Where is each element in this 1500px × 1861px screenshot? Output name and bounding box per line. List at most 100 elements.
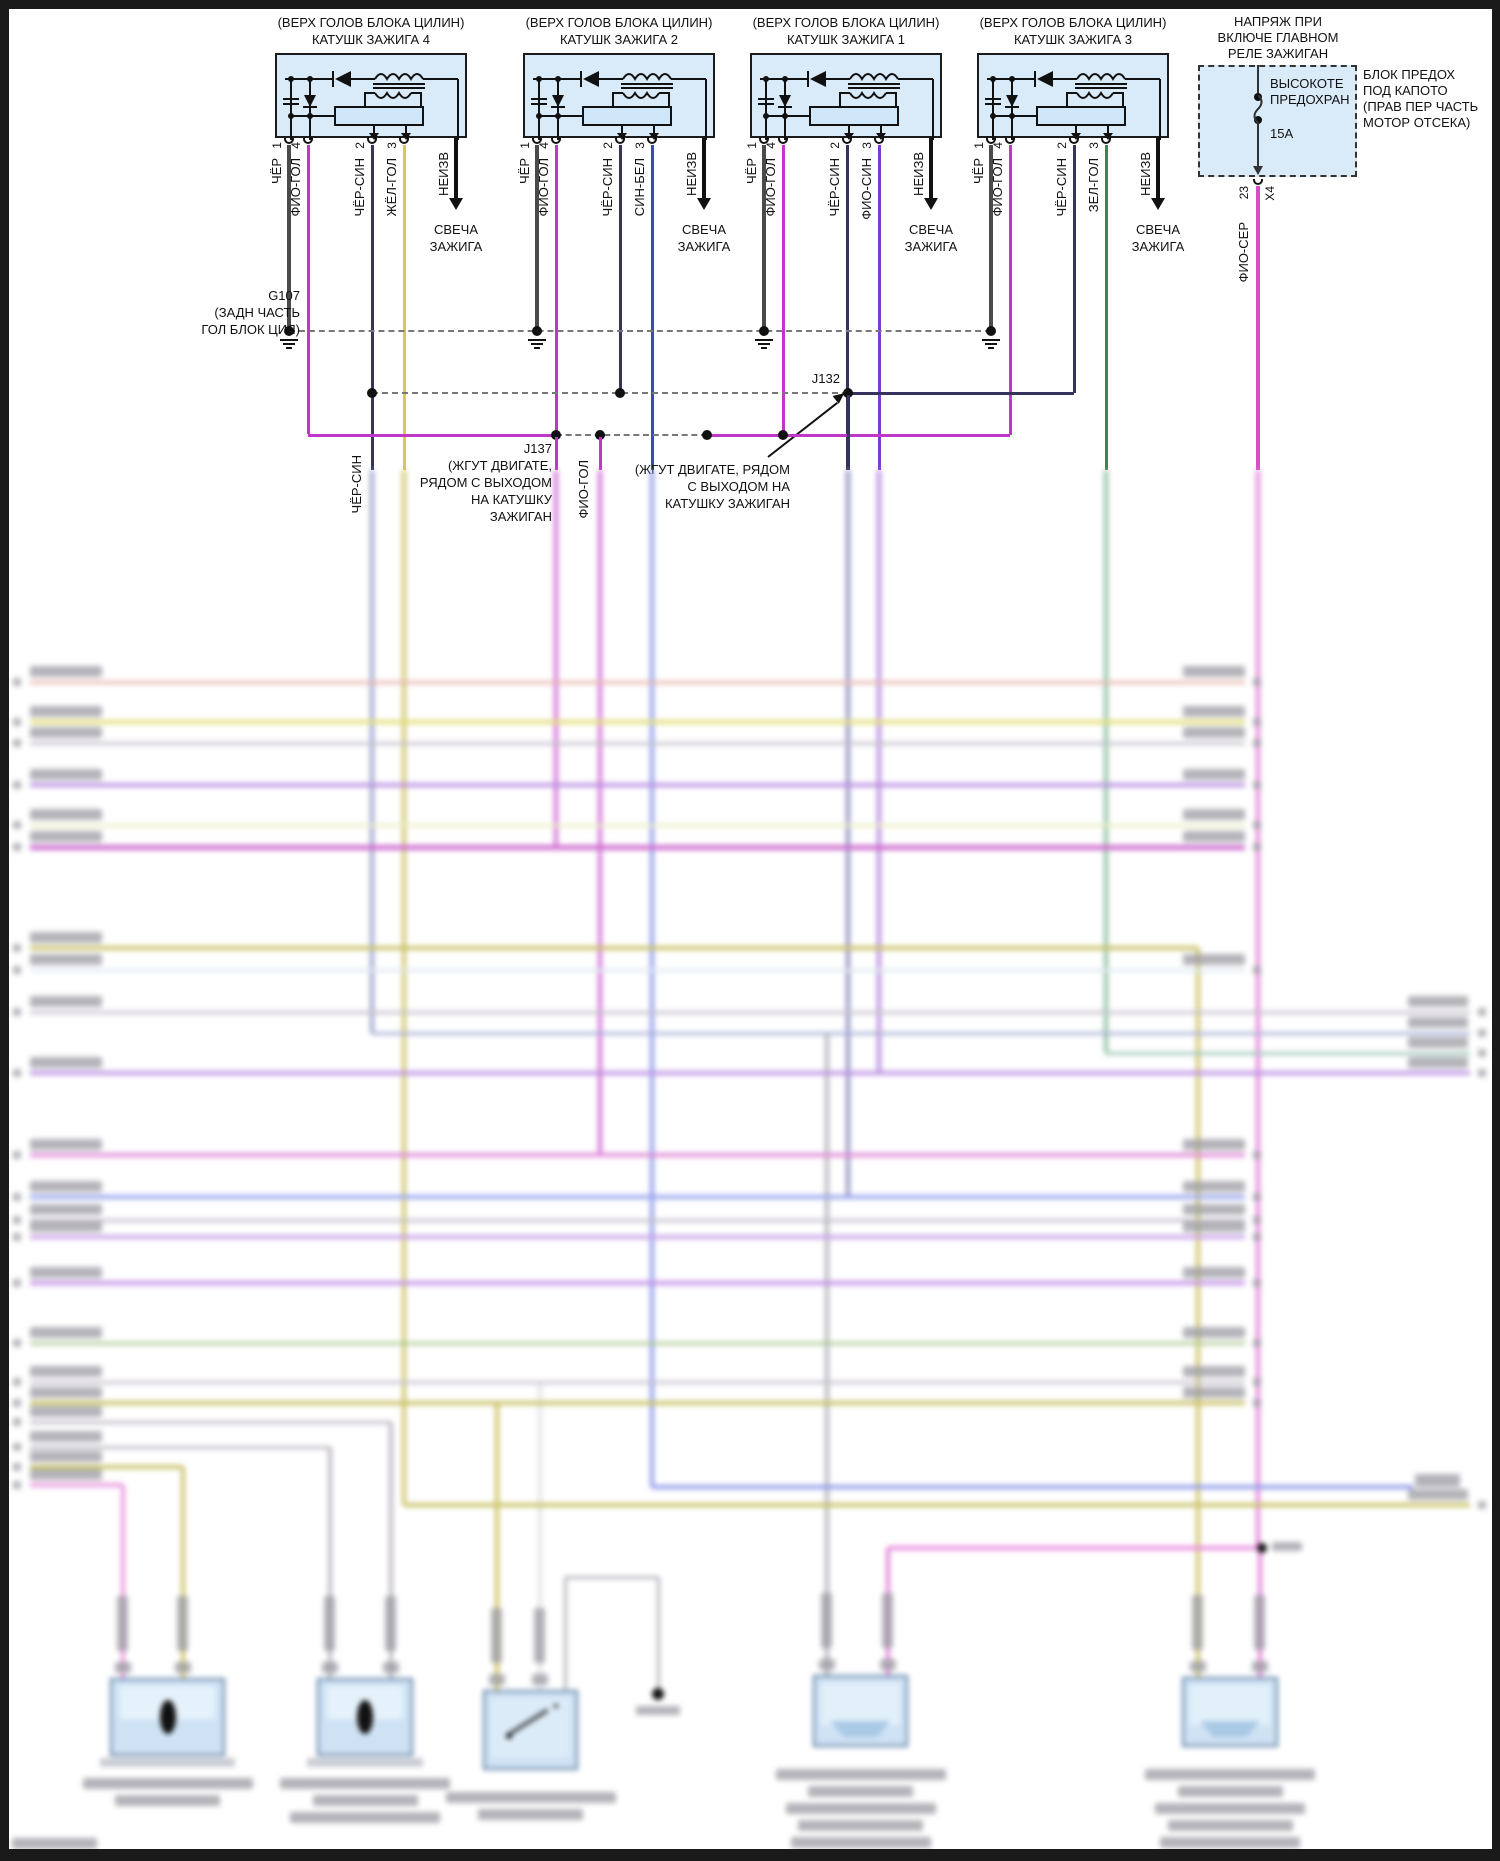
fuse-connector-id: Х4 bbox=[1263, 186, 1277, 201]
coil-internal-circuit bbox=[985, 71, 1161, 140]
fuse-name: ПРЕДОХРАН bbox=[1270, 92, 1350, 107]
junction-dot bbox=[778, 430, 788, 440]
spark-plug-label: СВЕЧА bbox=[908, 222, 954, 237]
wire-color-label: ЧЁР-СИН bbox=[600, 158, 615, 217]
pin-bracket bbox=[759, 138, 769, 144]
pin-bracket bbox=[778, 138, 788, 144]
fuse-name: ВЫСОКОТЕ bbox=[1270, 76, 1344, 91]
wire-чёр-син bbox=[1072, 145, 1076, 393]
pin-bracket bbox=[986, 138, 996, 144]
wire-color-label: ЧЁР bbox=[269, 158, 284, 185]
j132-id: J132 bbox=[811, 371, 840, 386]
ground-dot bbox=[759, 326, 769, 336]
wire-фио-гол bbox=[306, 145, 310, 434]
ground-dot bbox=[986, 326, 996, 336]
pin-bracket bbox=[532, 138, 542, 144]
ground-symbol bbox=[985, 343, 997, 345]
fuse-dot bbox=[1254, 116, 1262, 124]
j137-solid-wire bbox=[707, 433, 1010, 437]
ground-id: G107 bbox=[268, 288, 300, 303]
fuse-element bbox=[1257, 65, 1259, 95]
underhood-fuse-box bbox=[1198, 65, 1357, 177]
fuse-box-location-note: (ПРАВ ПЕР ЧАСТЬ bbox=[1363, 99, 1479, 114]
j132-solid-wire bbox=[848, 391, 1074, 395]
j132-note: КАТУШКУ ЗАЖИГАН bbox=[664, 496, 790, 511]
coil-title-line1: (ВЕРХ ГОЛОВ БЛОКА ЦИЛИН) bbox=[979, 15, 1167, 30]
wire-фио-гол bbox=[781, 145, 785, 435]
j137-note: ЗАЖИГАН bbox=[489, 509, 552, 524]
spark-plug-label: СВЕЧА bbox=[1135, 222, 1181, 237]
coil-title-line1: (ВЕРХ ГОЛОВ БЛОКА ЦИЛИН) bbox=[277, 15, 465, 30]
wire-чёр bbox=[989, 145, 993, 327]
pin-number: 1 bbox=[270, 142, 284, 149]
pin-number: 3 bbox=[633, 142, 647, 149]
pin-bracket bbox=[367, 138, 377, 144]
spark-plug-label: СВЕЧА bbox=[433, 222, 479, 237]
wire-color-label: ФИО-СИН bbox=[859, 158, 874, 220]
fuse-box-location-note: БЛОК ПРЕДОХ bbox=[1363, 67, 1456, 82]
fuse-header: НАПРЯЖ ПРИ bbox=[1233, 14, 1322, 29]
ignition-coil-block bbox=[275, 53, 467, 140]
pin-number: 4 bbox=[537, 142, 551, 149]
ground-bus-dashed-line bbox=[289, 330, 991, 332]
wire-color-label: СИН-БЕЛ bbox=[632, 158, 647, 217]
fuse-header: РЕЛЕ ЗАЖИГАН bbox=[1227, 46, 1329, 61]
wire-color-label: НЕИЗВ bbox=[1138, 152, 1153, 196]
wire-чёр-син bbox=[845, 145, 849, 470]
ground-symbol bbox=[988, 347, 994, 349]
wire-segment bbox=[598, 437, 602, 470]
pin-bracket bbox=[1005, 138, 1015, 144]
pin-number: 3 bbox=[860, 142, 874, 149]
j137-note: (ЖГУТ ДВИГАТЕ, bbox=[447, 458, 552, 473]
wire-segment bbox=[1256, 186, 1260, 470]
pin-number: 1 bbox=[745, 142, 759, 149]
coil-internal-circuit bbox=[283, 71, 459, 140]
wire-color-label: ЧЁР-СИН bbox=[1054, 158, 1069, 217]
fuse-squiggle bbox=[1251, 94, 1265, 124]
pin-number: 2 bbox=[353, 142, 367, 149]
wire-neizv bbox=[1156, 138, 1160, 200]
coil-title-line2: КАТУШК ЗАЖИГА 1 bbox=[786, 32, 906, 47]
wire-color-label: ФИО-ГОЛ bbox=[536, 158, 551, 217]
ground-symbol bbox=[531, 343, 543, 345]
ground-symbol bbox=[982, 339, 1000, 341]
spark-plug-label: ЗАЖИГА bbox=[1131, 239, 1185, 254]
ground-symbol bbox=[528, 339, 546, 341]
ignition-coil-block bbox=[977, 53, 1169, 140]
fuse-rating: 15А bbox=[1270, 126, 1294, 141]
coil-title-line1: (ВЕРХ ГОЛОВ БЛОКА ЦИЛИН) bbox=[525, 15, 713, 30]
junction-dot bbox=[615, 388, 625, 398]
spark-plug-label: ЗАЖИГА bbox=[429, 239, 483, 254]
pin-bracket bbox=[284, 138, 294, 144]
j132-dashed-line bbox=[372, 392, 848, 394]
wire-color-label: ЧЁР-СИН bbox=[352, 158, 367, 217]
ignition-coil-block bbox=[523, 53, 715, 140]
spark-plug-label: СВЕЧА bbox=[681, 222, 727, 237]
wire-фио-гол bbox=[1008, 145, 1012, 435]
ground-dot bbox=[532, 326, 542, 336]
ground-symbol bbox=[286, 347, 292, 349]
ground-symbol bbox=[280, 339, 298, 341]
fuse-box-location-note: МОТОР ОТСЕКА) bbox=[1363, 115, 1471, 130]
pin-bracket bbox=[303, 138, 313, 144]
wire-color-label: ЖЁЛ-ГОЛ bbox=[384, 158, 399, 217]
pin-bracket bbox=[399, 138, 409, 144]
wire-фио-гол bbox=[554, 145, 558, 435]
ground-dot bbox=[284, 326, 294, 336]
wire-чёр-син bbox=[370, 145, 374, 470]
wire-segment bbox=[554, 437, 558, 470]
pin-bracket bbox=[1253, 179, 1263, 185]
ground-symbol bbox=[758, 343, 770, 345]
spark-arrowhead-icon bbox=[449, 198, 463, 210]
wire-чёр bbox=[535, 145, 539, 327]
wire-color-label: ЗЕЛ-ГОЛ bbox=[1086, 158, 1101, 213]
ground-symbol bbox=[761, 347, 767, 349]
pin-number: 3 bbox=[1087, 142, 1101, 149]
fuse-arrowhead-icon bbox=[1253, 166, 1263, 175]
wire-neizv bbox=[702, 138, 706, 200]
ground-note: ГОЛ БЛОК ЦИЛ) bbox=[201, 322, 300, 337]
pin-number: 1 bbox=[972, 142, 986, 149]
j137-id: J137 bbox=[523, 441, 552, 456]
ground-note: (ЗАДН ЧАСТЬ bbox=[214, 305, 300, 320]
spark-arrowhead-icon bbox=[697, 198, 711, 210]
